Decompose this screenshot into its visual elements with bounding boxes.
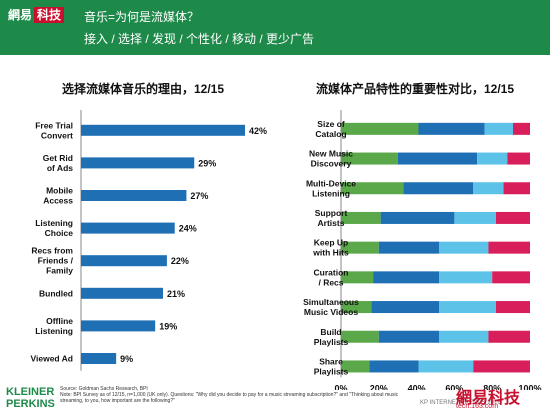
stacked-segment xyxy=(439,330,489,343)
feature-category-label: Curation / Recs xyxy=(314,267,349,287)
stacked-segment xyxy=(373,271,440,284)
reason-value-label: 27% xyxy=(190,191,208,201)
stacked-segment xyxy=(512,122,530,135)
stacked-segment xyxy=(403,182,474,195)
stacked-segment xyxy=(341,211,381,224)
stacked-segment xyxy=(378,241,440,254)
stacked-segment xyxy=(473,182,504,195)
watermark: 網易科技 xyxy=(456,388,521,407)
kp-logo: KLEINER PERKINS xyxy=(6,386,55,410)
stacked-segment xyxy=(503,182,530,195)
stacked-segment xyxy=(477,152,508,165)
right-chart-title: 流媒体产品特性的重要性对比，12/15 xyxy=(316,82,515,96)
reason-category-label: Get Rid of Ads xyxy=(43,153,73,173)
netease-logo: 網易 科技 xyxy=(8,6,76,24)
reason-value-label: 24% xyxy=(179,224,197,234)
stacked-segment xyxy=(371,301,440,314)
reason-category-label: Listening Choice xyxy=(35,218,73,238)
reason-category-label: Recs from Friends / Family xyxy=(31,246,73,276)
reason-value-label: 42% xyxy=(249,126,267,136)
stacked-segment xyxy=(484,122,513,135)
source-note: Source: Goldman Sachs Research, BPI Note… xyxy=(60,386,400,404)
source-text: Source: Goldman Sachs Research, BPI xyxy=(60,386,148,392)
stacked-segment xyxy=(439,271,493,284)
stacked-segment xyxy=(380,211,455,224)
reason-bar xyxy=(81,320,156,332)
stacked-segment xyxy=(341,241,379,254)
reason-value-label: 29% xyxy=(198,158,216,168)
stacked-segment xyxy=(341,152,398,165)
stacked-segment xyxy=(341,182,404,195)
feature-category-label: Support Artists xyxy=(315,208,348,228)
reason-value-label: 21% xyxy=(167,289,185,299)
feature-category-label: Share Playlists xyxy=(314,356,349,376)
stacked-segment xyxy=(418,360,474,373)
stacked-segment xyxy=(341,122,419,135)
stacked-segment xyxy=(495,301,530,314)
reason-value-label: 19% xyxy=(159,321,177,331)
logo-badge: 科技 xyxy=(34,7,65,23)
stacked-segment xyxy=(341,301,372,314)
stacked-segment xyxy=(454,211,496,224)
reason-bar xyxy=(81,353,117,364)
stacked-segment xyxy=(369,360,419,373)
stacked-segment xyxy=(378,330,440,343)
kp-logo-line1: KLEINER xyxy=(6,386,55,398)
stacked-segment xyxy=(439,241,489,254)
stacked-segment xyxy=(418,122,485,135)
reason-category-label: Mobile Access xyxy=(43,186,73,206)
reasons-bar-chart: 42% Free Trial Convert 29% Get Rid of Ads 27% M… xyxy=(30,110,267,371)
reason-value-label: 22% xyxy=(171,256,189,266)
kp-logo-line2: PERKINS xyxy=(6,398,55,410)
kp-internet-trends: KP INTERNET TRENDS 2016 xyxy=(420,400,501,406)
note-text: Note: BPI Survey as of 12/15, n=1,000 (U… xyxy=(60,392,399,404)
stacked-segment xyxy=(488,330,530,343)
reason-bar xyxy=(81,157,195,169)
x-tick-label: 60% xyxy=(445,383,463,390)
reason-category-label: Free Trial Convert xyxy=(35,120,73,140)
stacked-segment xyxy=(341,330,379,343)
feature-category-label: Build Playlists xyxy=(314,327,349,347)
stacked-segment xyxy=(488,241,530,254)
reason-bar xyxy=(81,124,245,136)
header-banner xyxy=(0,0,550,55)
feature-category-label: Size of Catalog xyxy=(315,119,346,139)
feature-category-label: New Music Discovery xyxy=(309,149,353,169)
reason-category-label: Viewed Ad xyxy=(30,354,73,364)
page-title: 音乐=为何是流媒体？ xyxy=(84,10,200,24)
stacked-segment xyxy=(341,360,370,373)
watermark-url: tech.163.com xyxy=(456,403,499,410)
x-tick-label: 20% xyxy=(370,383,388,390)
left-chart-title: 选择流媒体音乐的理由，12/15 xyxy=(62,82,225,96)
reason-bar xyxy=(81,287,163,299)
stacked-segment xyxy=(439,301,496,314)
x-tick-label: 40% xyxy=(408,383,426,390)
stacked-segment xyxy=(397,152,478,165)
reason-category-label: Offline Listening xyxy=(35,316,73,336)
feature-category-label: Multi-Device Listening xyxy=(306,178,356,198)
feature-category-label: Keep Up with Hits xyxy=(312,238,349,258)
stacked-segment xyxy=(341,271,374,284)
stacked-segment xyxy=(473,360,530,373)
reason-bar xyxy=(81,190,187,201)
reason-value-label: 9% xyxy=(120,354,133,364)
x-tick-label: 80% xyxy=(483,383,501,390)
x-tick-label: 100% xyxy=(518,383,541,390)
reason-bar xyxy=(81,255,167,267)
stacked-segment xyxy=(495,211,530,224)
page-subtitle: 接入 / 选择 / 发现 / 个性化 / 移动 / 更少广告 xyxy=(84,32,315,46)
x-tick-label: 0% xyxy=(334,383,347,390)
stacked-segment xyxy=(492,271,530,284)
stacked-segment xyxy=(507,152,530,165)
reason-bar xyxy=(81,222,175,234)
logo-text: 網易 xyxy=(8,8,33,22)
feature-importance-chart: Size of Catalog New Music Discovery Multi-De… xyxy=(303,110,542,390)
feature-category-label: Simultaneous Music Videos xyxy=(303,297,359,317)
reason-category-label: Bundled xyxy=(39,288,73,298)
